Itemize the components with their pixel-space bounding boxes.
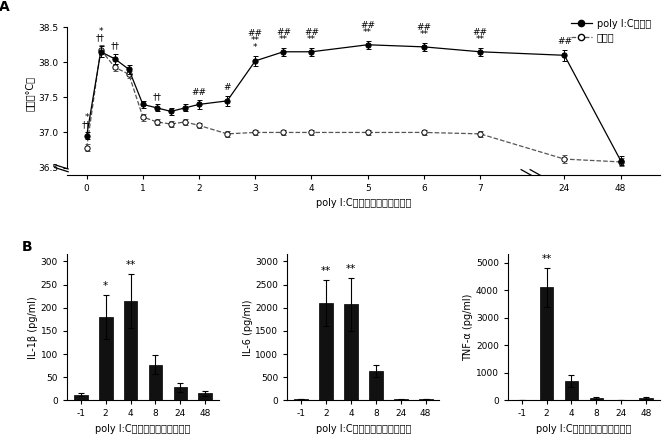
Bar (174, 388, 187, 400)
Text: **: ** (251, 37, 260, 45)
Y-axis label: IL-6 (pg/ml): IL-6 (pg/ml) (243, 299, 253, 356)
Text: **: ** (279, 35, 288, 44)
Bar (344, 304, 358, 400)
Text: **: ** (476, 35, 484, 44)
Text: ##: ## (416, 23, 431, 32)
Bar (149, 365, 162, 400)
X-axis label: poly I:C腹腔内投与後（時間）: poly I:C腹腔内投与後（時間） (316, 424, 411, 434)
Text: **: ** (321, 266, 331, 276)
Text: ##: ## (304, 28, 319, 37)
Text: **: ** (363, 28, 373, 37)
Text: ††: †† (153, 92, 161, 101)
Text: **: ** (307, 35, 316, 44)
Text: **: ** (541, 253, 551, 264)
Text: *: * (103, 281, 109, 291)
Text: #: # (223, 84, 231, 92)
Text: *: * (98, 27, 103, 36)
Bar (369, 371, 383, 400)
Text: ##: ## (472, 28, 488, 37)
Bar (98, 317, 113, 400)
Text: **: ** (346, 264, 356, 274)
Text: **: ** (125, 260, 136, 270)
Bar (74, 395, 88, 400)
X-axis label: poly I:C腹腔内投与後（時間）: poly I:C腹腔内投与後（時間） (536, 424, 632, 434)
Bar (419, 399, 433, 400)
Bar (124, 301, 137, 400)
Text: *: * (253, 44, 257, 52)
Text: A: A (0, 0, 9, 14)
Text: ††: †† (111, 41, 119, 50)
Y-axis label: 体温（°C）: 体温（°C） (25, 77, 35, 111)
Text: **: ** (419, 30, 428, 39)
Text: ##: ## (276, 28, 291, 37)
X-axis label: poly I:C腹腔内投与後（時間）: poly I:C腹腔内投与後（時間） (95, 424, 191, 434)
Text: ††: †† (82, 120, 91, 129)
Bar (639, 398, 653, 400)
Text: ##: ## (192, 88, 206, 97)
Bar (294, 399, 308, 400)
Text: *: * (84, 113, 89, 122)
Legend: poly I:C投与群, 対照群: poly I:C投与群, 対照群 (567, 15, 655, 47)
Bar (198, 393, 212, 400)
Y-axis label: TNF-α (pg/ml): TNF-α (pg/ml) (463, 294, 473, 361)
Bar (565, 381, 578, 400)
Bar (540, 287, 553, 400)
Bar (590, 398, 603, 400)
Text: B: B (21, 240, 32, 254)
Text: ##: ## (248, 29, 263, 38)
Y-axis label: IL-1β (pg/ml): IL-1β (pg/ml) (28, 296, 38, 359)
Text: ##: ## (557, 37, 572, 46)
X-axis label: poly I:C腹腔内投与後（時間）: poly I:C腹腔内投与後（時間） (316, 198, 411, 208)
Bar (320, 303, 333, 400)
Text: ##: ## (360, 21, 375, 30)
Text: ††: †† (96, 34, 105, 43)
